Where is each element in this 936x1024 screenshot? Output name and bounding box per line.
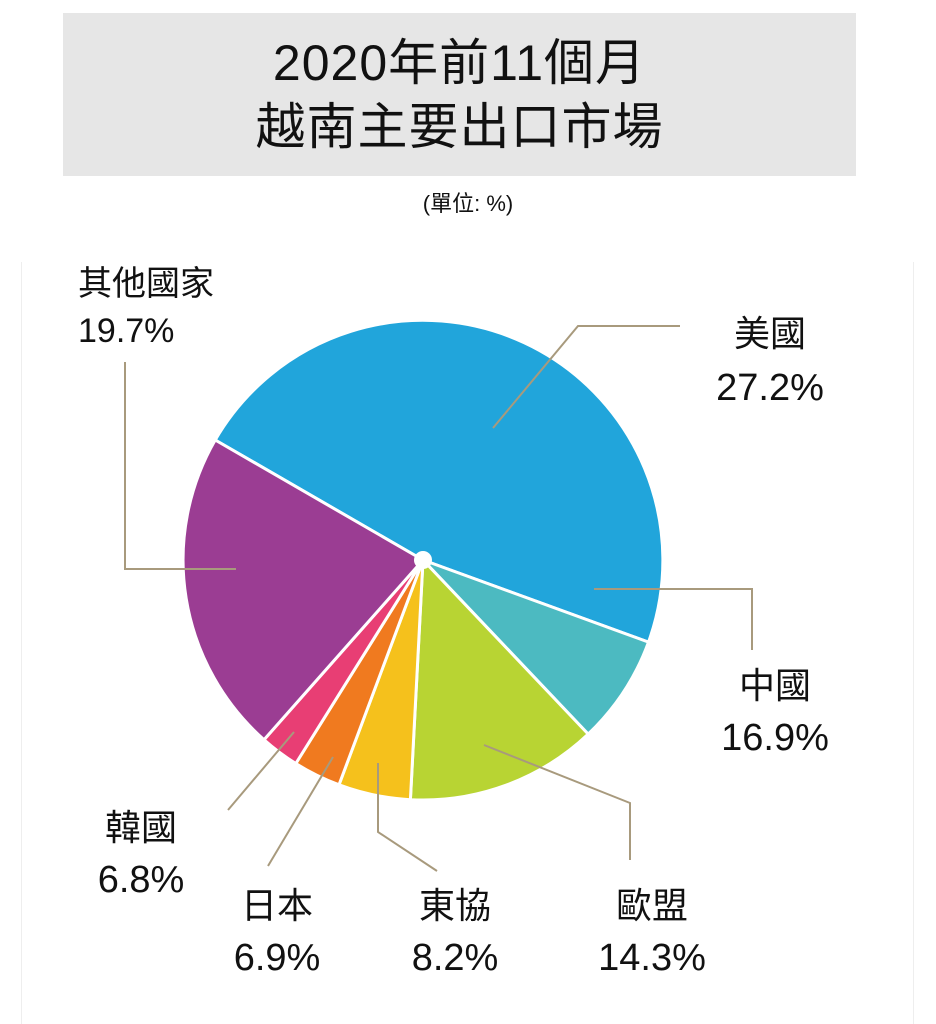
label-korea-name: 韓國 — [104, 807, 177, 848]
label-other-name: 其他國家 — [78, 265, 214, 303]
leader-line-japan — [267, 756, 334, 867]
chart-title-line1: 2020年前11個月 — [272, 34, 647, 91]
pie-center-dot — [414, 551, 432, 569]
label-eu-pct: 14.3% — [598, 937, 706, 979]
leader-line-asean — [377, 763, 438, 872]
unit-label: (單位: %) — [422, 191, 514, 216]
label-asean-pct: 8.2% — [411, 937, 499, 979]
label-japan: 日本 6.9% — [212, 884, 342, 982]
label-other-pct: 19.7% — [78, 312, 175, 350]
leader-lines — [124, 325, 753, 872]
pie-slice-usa — [213, 318, 665, 644]
label-japan-name: 日本 — [240, 885, 313, 926]
pie-slice-eu — [408, 558, 590, 802]
label-china-name: 中國 — [738, 665, 811, 706]
label-usa-pct: 27.2% — [716, 367, 824, 409]
pie-slice-other — [181, 438, 425, 742]
label-china-pct: 16.9% — [721, 717, 829, 759]
label-korea-pct: 6.8% — [97, 859, 185, 901]
label-japan-pct: 6.9% — [233, 937, 321, 979]
label-usa-name: 美國 — [733, 313, 806, 354]
title-banner: 2020年前11個月 越南主要出口市場 — [63, 13, 856, 176]
label-china: 中國 16.9% — [705, 664, 845, 762]
leader-line-china — [594, 588, 753, 650]
label-eu-name: 歐盟 — [615, 885, 688, 926]
label-usa: 美國 27.2% — [700, 312, 840, 412]
label-asean: 東協 8.2% — [390, 884, 520, 982]
label-asean-name: 東協 — [418, 885, 491, 926]
leader-line-eu — [483, 744, 631, 860]
leader-line-other — [124, 362, 236, 570]
chart-title-line2: 越南主要出口市場 — [255, 98, 664, 155]
label-other: 其他國家 19.7% — [78, 262, 214, 356]
label-korea: 韓國 6.8% — [76, 806, 206, 904]
label-eu: 歐盟 14.3% — [582, 884, 722, 982]
pie-slice-china — [421, 558, 650, 736]
leader-line-usa — [492, 325, 680, 429]
leader-line-korea — [227, 731, 295, 811]
